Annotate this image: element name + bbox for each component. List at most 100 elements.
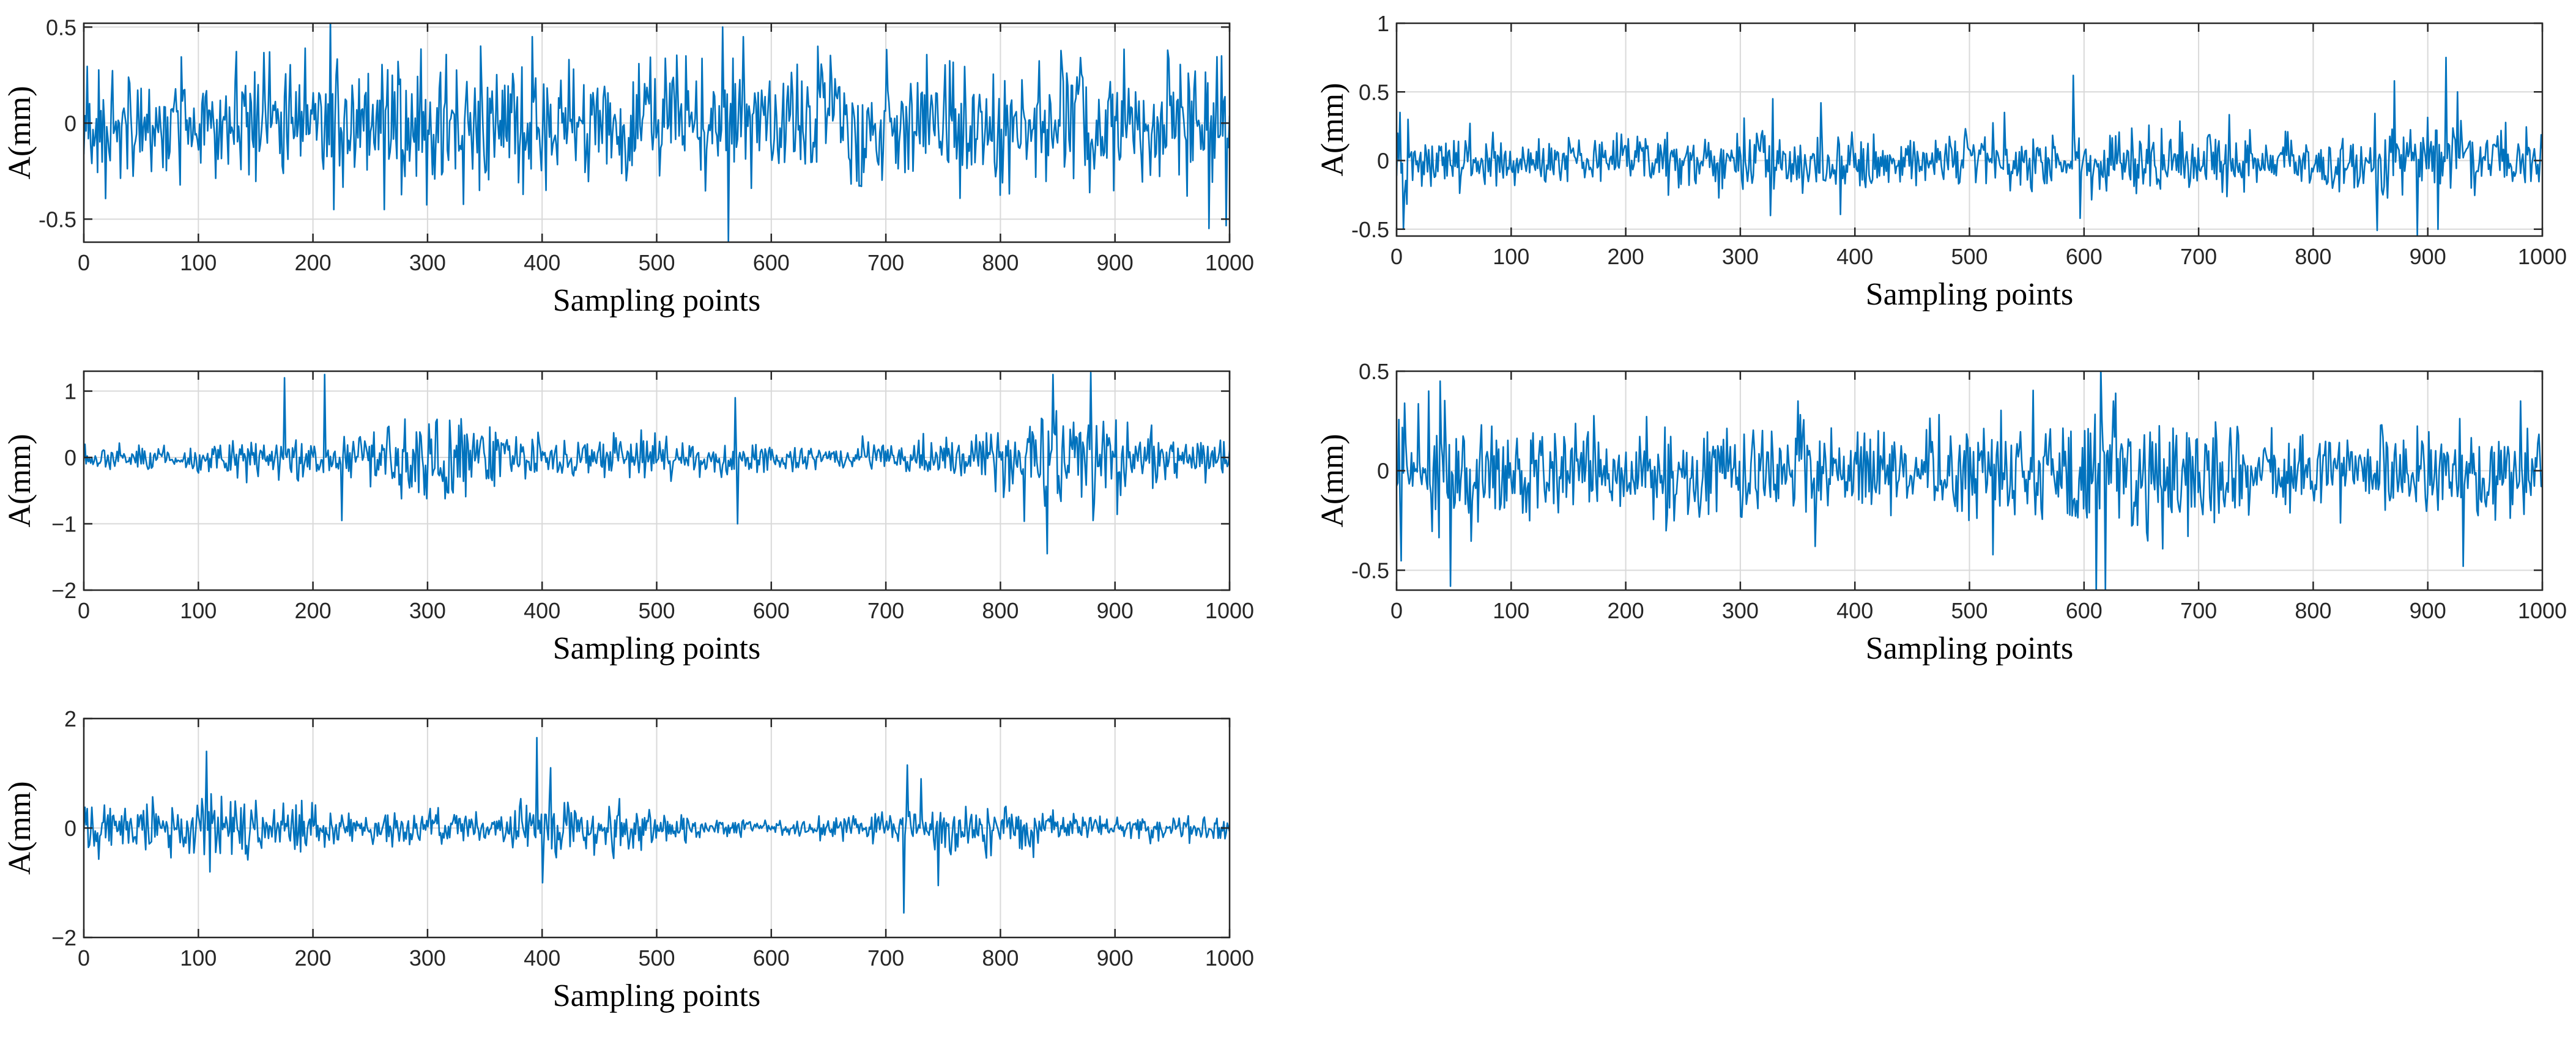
- subplot-2: 0 100 200 300 400 500 600 700 800 900 1000-0.500.5…: [1315, 11, 2567, 312]
- x-tick-label: 0: [78, 250, 90, 275]
- x-tick-label: 900: [2410, 244, 2446, 269]
- subplot-3: 0 100 200 300 400 500 600 700 800 900 1000 −2 −1 0 1 S…: [2, 370, 1254, 666]
- y-tick-label: 0: [64, 111, 76, 136]
- x-tick-label: 0: [1390, 244, 1403, 269]
- x-tick-label: 100: [1493, 244, 1529, 269]
- x-tick-label: 500: [1951, 598, 1988, 623]
- x-tick-label: 0: [1390, 598, 1403, 623]
- y-tick-label: 1: [64, 379, 76, 404]
- x-tick-label: 600: [753, 945, 790, 971]
- subplot-2-xlabel: Sampling points: [1866, 277, 2073, 312]
- x-tick-label: 400: [524, 945, 560, 971]
- subplot-2-ticks: 0 100 200 300 400 500 600 700 800 900 1000-0.500.5…: [1351, 11, 2567, 269]
- subplot-3-xlabel: Sampling points: [553, 631, 760, 666]
- subplot-1: 0 100 200 300 400 500 600 700 800 900 1000-0.500.5…: [2, 15, 1254, 318]
- x-tick-label: 200: [1608, 244, 1644, 269]
- x-tick-label: 700: [2180, 598, 2217, 623]
- x-tick-label: 900: [1097, 945, 1134, 971]
- y-tick-label: 0: [1377, 459, 1389, 484]
- x-tick-label: 400: [1836, 244, 1873, 269]
- x-tick-label: 1000: [2518, 244, 2567, 269]
- x-tick-label: 200: [295, 598, 332, 623]
- x-tick-label: 100: [1493, 598, 1529, 623]
- signal-line: [84, 737, 1230, 914]
- subplot-1-xlabel: Sampling points: [553, 283, 760, 318]
- subplot-4: 0 100 200 300 400 500 600 700 800 900 1000-0.500.5…: [1315, 359, 2567, 666]
- x-tick-label: 500: [638, 250, 675, 275]
- subplot-5-ticks: 0 100 200 300 400 500 600 700 800 900 1000−202: [51, 706, 1254, 971]
- x-tick-label: 900: [1097, 250, 1134, 275]
- x-tick-label: 600: [2066, 244, 2103, 269]
- y-tick-label: 0.5: [1359, 79, 1389, 105]
- x-tick-label: 700: [867, 945, 904, 971]
- y-tick-label: 0: [64, 445, 76, 470]
- subplot-4-signal: [1397, 371, 2542, 590]
- x-tick-label: 1000: [1205, 250, 1254, 275]
- x-tick-label: 1000: [2518, 598, 2567, 623]
- x-tick-label: 200: [295, 250, 332, 275]
- x-tick-label: 500: [1951, 244, 1988, 269]
- x-tick-label: 700: [867, 598, 904, 623]
- y-tick-label: -0.5: [1351, 558, 1389, 583]
- y-tick-label: 0: [64, 816, 76, 841]
- subplot-4-ylabel: A(mm): [1315, 434, 1350, 527]
- y-tick-label: 0.5: [46, 15, 76, 40]
- x-tick-label: 400: [524, 250, 560, 275]
- x-tick-label: 100: [180, 250, 217, 275]
- signal-line: [1397, 56, 2542, 236]
- x-tick-label: 1000: [1205, 598, 1254, 623]
- x-tick-label: 800: [2295, 598, 2331, 623]
- x-tick-label: 200: [1608, 598, 1644, 623]
- x-tick-label: 300: [409, 250, 446, 275]
- subplot-3-signal: [84, 371, 1230, 555]
- x-tick-label: 0: [78, 598, 90, 623]
- subplot-4-xlabel: Sampling points: [1866, 631, 2073, 666]
- y-tick-label: 0: [1377, 149, 1389, 174]
- x-tick-label: 500: [638, 945, 675, 971]
- x-tick-label: 700: [867, 250, 904, 275]
- subplot-2-ylabel: A(mm): [1315, 83, 1350, 176]
- x-tick-label: 900: [1097, 598, 1134, 623]
- subplot-3-ticks: 0 100 200 300 400 500 600 700 800 900 1000 −2 −1 0 1: [51, 371, 1254, 623]
- x-tick-label: 600: [753, 250, 790, 275]
- y-tick-label: -0.5: [39, 207, 76, 232]
- subplot-4-ticks: 0 100 200 300 400 500 600 700 800 900 1000-0.500.5: [1351, 359, 2567, 623]
- signal-line: [1397, 371, 2542, 590]
- y-tick-label: −2: [51, 578, 76, 603]
- x-tick-label: 100: [180, 945, 217, 971]
- y-tick-label: −2: [51, 925, 76, 950]
- subplot-2-signal: [1397, 56, 2542, 236]
- y-tick-label: 2: [64, 706, 76, 731]
- y-tick-label: -0.5: [1351, 217, 1389, 242]
- x-tick-label: 900: [2410, 598, 2446, 623]
- x-tick-label: 800: [982, 598, 1019, 623]
- x-tick-label: 200: [295, 945, 332, 971]
- x-tick-label: 300: [1722, 244, 1759, 269]
- subplot-5-ylabel: A(mm): [2, 781, 37, 874]
- x-tick-label: 800: [982, 945, 1019, 971]
- x-tick-label: 600: [2066, 598, 2103, 623]
- subplot-1-ticks: 0 100 200 300 400 500 600 700 800 900 1000-0.500.5: [39, 15, 1254, 275]
- subplot-5-xlabel: Sampling points: [553, 978, 760, 1013]
- x-tick-label: 400: [1836, 598, 1873, 623]
- x-tick-label: 400: [524, 598, 560, 623]
- x-tick-label: 300: [409, 598, 446, 623]
- subplot-5-signal: [84, 737, 1230, 914]
- x-tick-label: 0: [78, 945, 90, 971]
- y-tick-label: −1: [51, 512, 76, 537]
- subplot-1-ylabel: A(mm): [2, 86, 37, 179]
- signal-line: [84, 23, 1230, 242]
- y-tick-label: 0.5: [1359, 359, 1389, 384]
- x-tick-label: 1000: [1205, 945, 1254, 971]
- x-tick-label: 700: [2180, 244, 2217, 269]
- x-tick-label: 100: [180, 598, 217, 623]
- x-tick-label: 500: [638, 598, 675, 623]
- x-tick-label: 300: [409, 945, 446, 971]
- x-tick-label: 600: [753, 598, 790, 623]
- y-tick-label: 1: [1377, 11, 1389, 36]
- signal-line: [84, 371, 1230, 555]
- x-tick-label: 800: [982, 250, 1019, 275]
- x-tick-label: 300: [1722, 598, 1759, 623]
